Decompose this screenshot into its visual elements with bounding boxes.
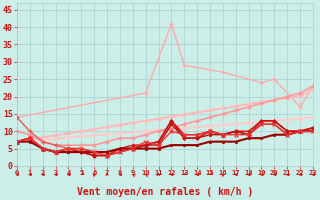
X-axis label: Vent moyen/en rafales ( km/h ): Vent moyen/en rafales ( km/h )	[77, 187, 253, 197]
